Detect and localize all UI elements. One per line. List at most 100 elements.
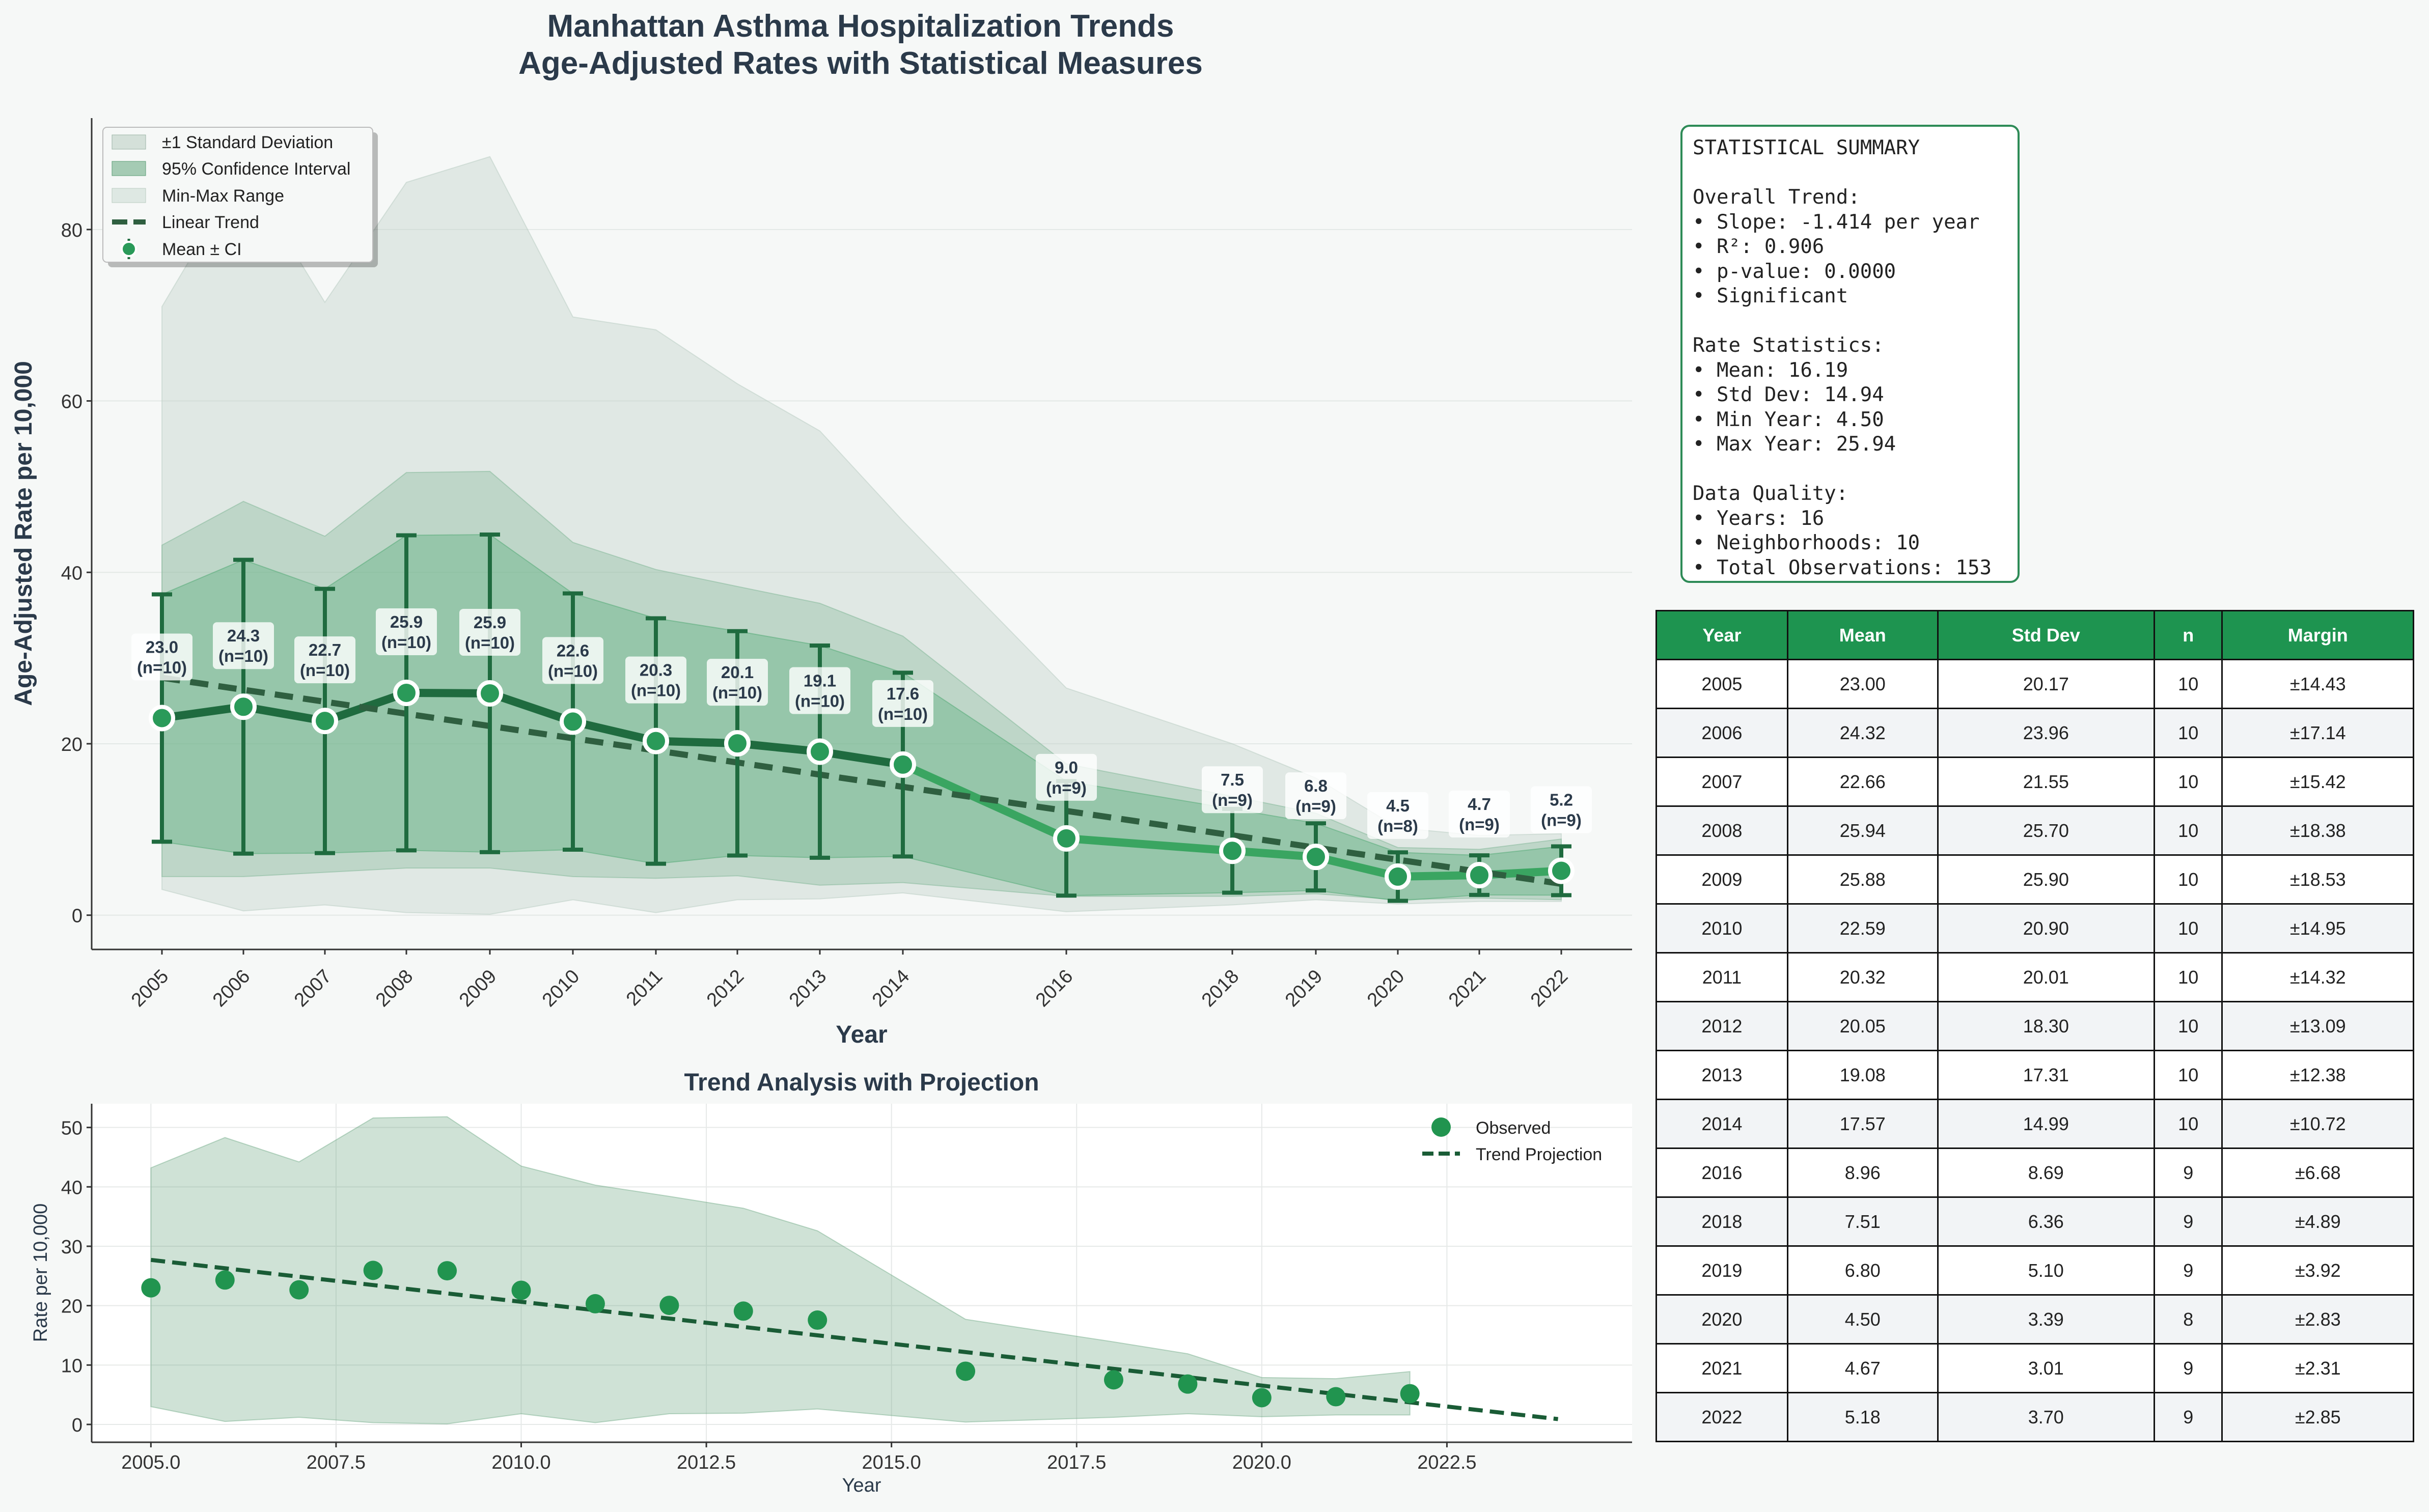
table-cell: ±14.43 — [2221, 659, 2414, 709]
legend-swatch-marker — [121, 241, 137, 257]
mean-marker — [312, 708, 338, 735]
summary-line: • R²: 0.906 — [1693, 235, 1825, 258]
table-cell: 25.70 — [1937, 805, 2155, 856]
observed-point — [215, 1270, 235, 1290]
table-row: 2006 24.32 23.96 10 ±17.14 — [1655, 708, 2414, 758]
table-cell: 20.05 — [1786, 1001, 1939, 1051]
table-cell: 2022 — [1655, 1392, 1788, 1442]
table-cell: 17.57 — [1786, 1099, 1939, 1149]
table-cell: ±14.95 — [2221, 903, 2414, 954]
table-cell: 22.66 — [1786, 757, 1939, 807]
table-header-cell: Mean — [1786, 610, 1939, 660]
point-label-value: 9.0 — [1055, 758, 1078, 777]
summary-line: Data Quality: — [1693, 482, 1848, 505]
summary-line: • Neighborhoods: 10 — [1693, 531, 1920, 554]
mean-marker — [1466, 862, 1493, 889]
table-cell: 5.10 — [1937, 1245, 2155, 1296]
table-header-row: Year Mean Std Dev n Margin — [1655, 610, 2414, 660]
table-cell: 3.39 — [1937, 1294, 2155, 1345]
sub-y-tick-label: 40 — [61, 1177, 82, 1198]
table-cell: 10 — [2153, 659, 2223, 709]
table-cell: 20.01 — [1937, 952, 2155, 1002]
main-x-tick-label: 2007 — [290, 966, 336, 1011]
point-label-box — [459, 608, 520, 656]
point-label-box — [1449, 791, 1510, 838]
summary-line: • Min Year: 4.50 — [1693, 408, 1884, 431]
point-label-count: (n=9) — [1541, 810, 1582, 829]
table-cell: 8 — [2153, 1294, 2223, 1345]
table-row: 2020 4.50 3.39 8 ±2.83 — [1655, 1294, 2414, 1345]
point-label-value: 20.1 — [721, 663, 754, 682]
summary-line — [1693, 457, 2007, 482]
table-cell: 2013 — [1655, 1050, 1788, 1100]
table-cell: ±14.32 — [2221, 952, 2414, 1002]
point-label-count: (n=9) — [1046, 778, 1087, 797]
point-label-count: (n=10) — [712, 683, 762, 702]
table-cell: 5.18 — [1786, 1392, 1939, 1442]
table-cell: ±2.83 — [2221, 1294, 2414, 1345]
table-row: 2009 25.88 25.90 10 ±18.53 — [1655, 854, 2414, 905]
table-cell: 2007 — [1655, 757, 1788, 807]
table-cell: ±15.42 — [2221, 757, 2414, 807]
point-label-box — [872, 680, 933, 727]
point-label-value: 20.3 — [640, 661, 672, 680]
point-label-value: 4.7 — [1468, 795, 1491, 814]
sub-y-tick-label: 20 — [61, 1296, 82, 1318]
table-cell: 20.90 — [1937, 903, 2155, 954]
mean-marker — [230, 693, 257, 720]
observed-point — [1103, 1370, 1123, 1390]
table-row: 2008 25.94 25.70 10 ±18.38 — [1655, 805, 2414, 856]
table-cell: 9 — [2153, 1392, 2223, 1442]
table-row: 2021 4.67 3.01 9 ±2.31 — [1655, 1343, 2414, 1393]
table-cell: 2018 — [1655, 1196, 1788, 1247]
point-label-count: (n=10) — [137, 658, 187, 677]
point-label-box — [1202, 766, 1263, 814]
summary-line: • p-value: 0.0000 — [1693, 260, 1896, 283]
point-label-box — [1285, 772, 1346, 820]
legend-observed-label: Observed — [1476, 1118, 1551, 1138]
mean-marker — [1385, 863, 1411, 890]
sub-plot-background — [92, 1104, 1632, 1442]
table-cell: 10 — [2153, 708, 2223, 758]
sub-x-tick-label: 2012.5 — [677, 1452, 736, 1473]
observed-point — [1326, 1387, 1346, 1407]
sub-x-tick-label: 2010.0 — [491, 1452, 550, 1473]
table-cell: ±4.89 — [2221, 1196, 2414, 1247]
summary-line: • Years: 16 — [1693, 507, 1825, 530]
point-label-value: 5.2 — [1550, 790, 1573, 809]
observed-point — [585, 1294, 605, 1313]
table-cell: 10 — [2153, 757, 2223, 807]
main-x-tick-label: 2006 — [209, 966, 254, 1011]
table-cell: 10 — [2153, 1050, 2223, 1100]
table-cell: 2020 — [1655, 1294, 1788, 1345]
legend-label: ±1 Standard Deviation — [162, 133, 333, 152]
table-row: 2014 17.57 14.99 10 ±10.72 — [1655, 1099, 2414, 1149]
point-label-value: 25.9 — [474, 613, 506, 632]
main-y-tick-label: 20 — [61, 734, 82, 755]
point-label-count: (n=9) — [1459, 815, 1500, 834]
table-row: 2022 5.18 3.70 9 ±2.85 — [1655, 1392, 2414, 1442]
sub-x-tick-label: 2017.5 — [1047, 1452, 1106, 1473]
legend-label: Mean ± CI — [162, 240, 242, 259]
point-label-box — [1367, 792, 1428, 839]
sub-x-axis-label: Year — [842, 1475, 881, 1496]
table-row: 2011 20.32 20.01 10 ±14.32 — [1655, 952, 2414, 1002]
point-label-value: 17.6 — [887, 684, 919, 703]
point-label-box — [376, 608, 437, 655]
point-label-box — [625, 656, 686, 704]
main-legend: ±1 Standard Deviation 95% Confidence Inte… — [102, 127, 378, 267]
table-row: 2018 7.51 6.36 9 ±4.89 — [1655, 1196, 2414, 1247]
table-cell: 9 — [2153, 1147, 2223, 1198]
table-cell: 3.70 — [1937, 1392, 2155, 1442]
table-cell: ±2.85 — [2221, 1392, 2414, 1442]
observed-point — [511, 1280, 531, 1300]
main-y-tick-label: 0 — [72, 906, 82, 927]
observed-point — [733, 1301, 753, 1321]
point-label-count: (n=10) — [465, 633, 515, 652]
point-label-box — [131, 633, 192, 681]
table-cell: 2009 — [1655, 854, 1788, 905]
table-header-cell: Margin — [2221, 610, 2414, 660]
point-label-box — [542, 637, 603, 684]
point-label-count: (n=9) — [1212, 791, 1253, 809]
